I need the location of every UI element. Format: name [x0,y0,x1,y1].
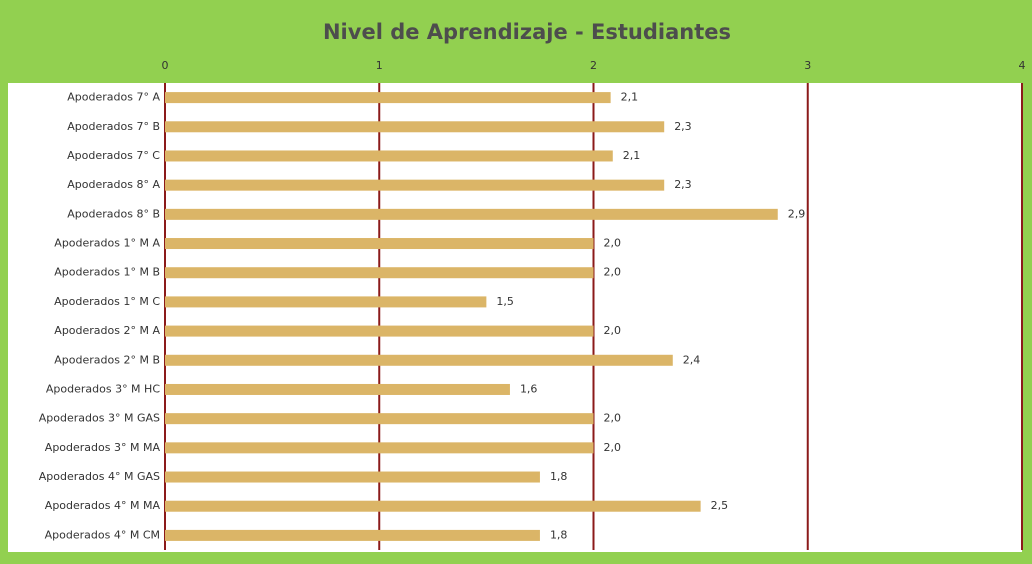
y-tick-label: Apoderados 1° M B [54,266,160,279]
y-tick-label: Apoderados 7° B [67,120,160,133]
bar [165,179,665,191]
bar [165,383,510,395]
value-label: 2,0 [604,266,622,279]
bar [165,208,778,220]
y-tick-label: Apoderados 8° B [67,207,160,220]
bar [165,238,594,250]
y-tick-label: Apoderados 4° M MA [45,499,161,512]
value-label: 2,4 [683,353,701,366]
value-label: 2,0 [604,237,622,250]
y-tick-label: Apoderados 3° M HC [46,382,160,395]
bar [165,267,594,279]
x-tick-label: 1 [376,59,383,72]
value-label: 2,3 [674,120,692,133]
bar [165,413,594,425]
bar [165,150,613,162]
value-label: 2,9 [788,207,806,220]
value-label: 1,5 [496,295,514,308]
y-tick-label: Apoderados 1° M A [54,237,160,250]
value-label: 1,6 [520,382,538,395]
y-tick-label: Apoderados 2° M B [54,353,160,366]
bar [165,354,673,366]
value-label: 2,0 [604,441,622,454]
y-tick-label: Apoderados 1° M C [54,295,160,308]
bar [165,296,487,308]
x-tick-label: 3 [804,59,811,72]
y-tick-label: Apoderados 4° M CM [45,528,160,541]
x-tick-label: 4 [1019,59,1026,72]
y-tick-label: Apoderados 8° A [67,178,160,191]
value-label: 1,8 [550,470,568,483]
y-tick-label: Apoderados 3° M GAS [39,412,160,425]
y-tick-label: Apoderados 2° M A [54,324,160,337]
bar [165,442,594,454]
bar [165,471,540,483]
value-label: 2,0 [604,324,622,337]
y-tick-label: Apoderados 4° M GAS [39,470,160,483]
bar [165,121,665,133]
x-tick-label: 2 [590,59,597,72]
value-label: 2,1 [621,91,639,104]
y-tick-label: Apoderados 3° M MA [45,441,161,454]
x-tick-label: 0 [162,59,169,72]
chart-title: Nivel de Aprendizaje - Estudiantes [323,20,731,44]
bar [165,529,540,541]
value-label: 2,1 [623,149,641,162]
y-tick-label: Apoderados 7° C [67,149,160,162]
value-label: 2,5 [711,499,729,512]
value-label: 2,3 [674,178,692,191]
value-label: 2,0 [604,412,622,425]
value-label: 1,8 [550,528,568,541]
bar [165,500,701,512]
y-tick-label: Apoderados 7° A [67,91,160,104]
bar [165,92,611,104]
bar [165,325,594,337]
